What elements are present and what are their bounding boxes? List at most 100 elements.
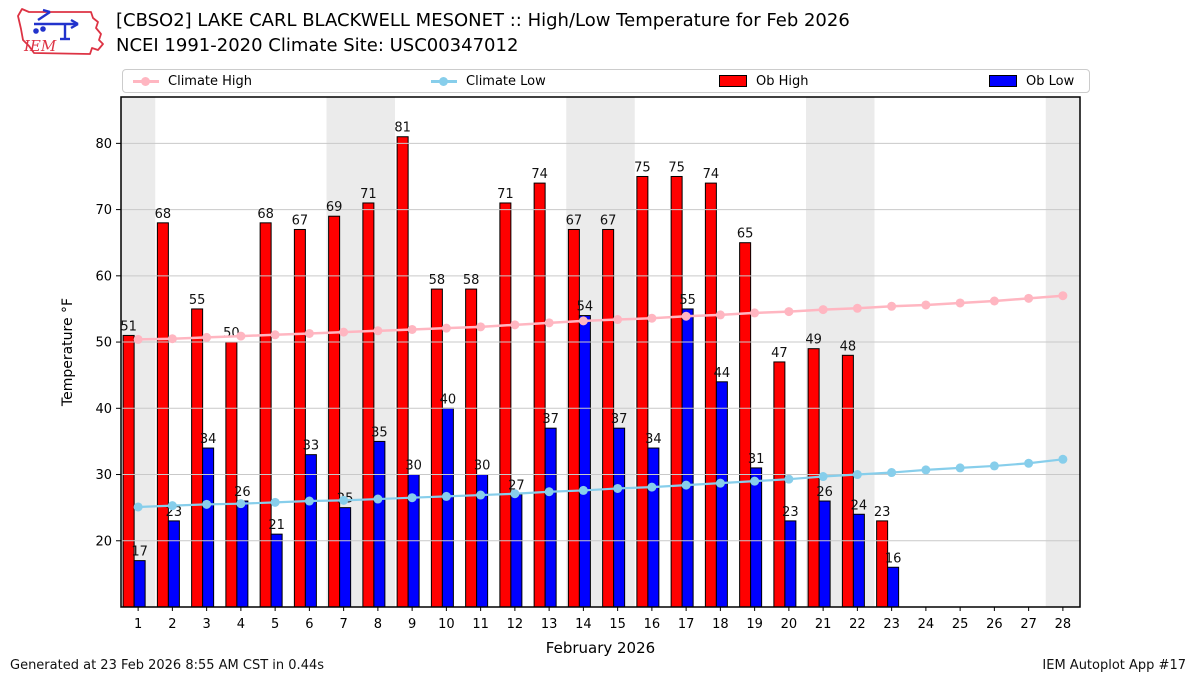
x-tick-label: 18	[712, 617, 729, 632]
x-tick-label: 11	[472, 617, 489, 632]
ob-low-label: 37	[542, 412, 559, 427]
ob-high-bar	[465, 288, 478, 608]
ob-low-label: 54	[577, 300, 594, 315]
climate-low-marker	[681, 480, 691, 490]
plot-border	[120, 96, 1081, 608]
climate-low-marker	[750, 476, 760, 486]
ob-low-label: 44	[714, 366, 731, 381]
ob-high-label: 71	[497, 187, 514, 202]
climate-low-marker	[818, 472, 828, 482]
climate-low-marker	[852, 470, 862, 480]
ob-high-bar	[191, 308, 204, 608]
climate-high-marker	[852, 303, 862, 313]
y-tick-label: 50	[95, 336, 112, 351]
y-tick-label: 80	[95, 137, 112, 152]
climate-high-marker	[236, 331, 246, 341]
page-title: [CBSO2] LAKE CARL BLACKWELL MESONET :: H…	[116, 10, 850, 31]
ob-low-label: 23	[782, 505, 799, 520]
ob-high-bar	[670, 175, 683, 608]
ob-high-label: 49	[805, 333, 822, 348]
ob-high-label: 48	[840, 339, 857, 354]
climate-high-marker	[921, 300, 931, 310]
ob-high-bar	[259, 222, 272, 608]
climate-low-marker	[476, 490, 486, 500]
climate-high-marker	[407, 324, 417, 334]
x-tick-label: 14	[575, 617, 592, 632]
ob-low-bar	[750, 467, 763, 608]
climate-high-marker	[1058, 291, 1068, 301]
gridlines	[121, 142, 1080, 542]
ob-high-swatch-icon	[719, 75, 747, 87]
ob-high-bar	[430, 288, 443, 608]
weekend-band	[1045, 97, 1080, 607]
bar-value-labels: 5117682355345026682167336925713581305840…	[120, 121, 901, 567]
ob-high-label: 74	[703, 167, 720, 182]
ob-high-label: 67	[600, 213, 617, 228]
climate-low-marker	[167, 501, 177, 511]
ob-low-label: 26	[816, 485, 833, 500]
climate-high-marker	[989, 296, 999, 306]
ob-high-label: 75	[634, 160, 651, 175]
climate-low-marker	[202, 499, 212, 509]
x-tick-label: 20	[781, 617, 798, 632]
x-tick-label: 6	[305, 617, 313, 632]
ob-low-label: 40	[440, 392, 457, 407]
x-tick-label: 27	[1020, 617, 1037, 632]
climate-high-marker	[441, 323, 451, 333]
climate-low-marker	[373, 494, 383, 504]
legend: Climate High Climate Low Ob High Ob Low	[122, 69, 1090, 93]
ob-high-label: 71	[360, 187, 377, 202]
y-axis-title: Temperature °F	[60, 298, 76, 407]
x-tick-label: 1	[134, 617, 142, 632]
climate-high-marker	[613, 315, 623, 325]
ob-high-label: 65	[737, 227, 754, 242]
climate-low-marker	[441, 491, 451, 501]
legend-label: Ob Low	[1026, 73, 1075, 89]
ob-high-bar	[156, 222, 169, 608]
x-tick-label: 28	[1055, 617, 1072, 632]
ob-low-label: 33	[303, 439, 320, 454]
ob-high-label: 81	[394, 121, 411, 136]
ob-high-bar	[362, 202, 375, 608]
ob-low-label: 26	[234, 485, 251, 500]
ob-low-bar	[784, 520, 797, 608]
climate-low-marker	[989, 461, 999, 471]
x-tick-label: 10	[438, 617, 455, 632]
climate-high-marker	[373, 326, 383, 336]
ob-low-bar	[715, 381, 728, 608]
climate-high-marker	[750, 308, 760, 318]
x-tick-label: 25	[952, 617, 969, 632]
climate-high-marker	[715, 310, 725, 320]
ob-low-label: 27	[508, 478, 525, 493]
x-tick-label: 4	[237, 617, 245, 632]
ob-high-label: 58	[463, 273, 480, 288]
ob-low-bar	[852, 513, 865, 608]
ob-high-bar	[567, 228, 580, 608]
x-tick-label: 21	[815, 617, 832, 632]
ob-low-bar	[510, 493, 523, 608]
y-tick-label: 60	[95, 269, 112, 284]
ob-low-label: 34	[645, 432, 662, 447]
climate-low-marker	[647, 482, 657, 492]
ob-low-bars	[133, 308, 900, 608]
x-tick-label: 16	[644, 617, 661, 632]
y-tick-label: 70	[95, 203, 112, 218]
climate-high-marker	[270, 330, 280, 340]
climate-high-marker	[681, 311, 691, 321]
app-credit: IEM Autoplot App #17	[1042, 658, 1186, 673]
ob-low-bar	[544, 427, 557, 608]
ob-low-bar	[270, 533, 283, 608]
ob-low-bar	[441, 407, 454, 608]
climate-high-marker	[887, 301, 897, 311]
y-axis: 20 30 40 50 60 70 80 Temperature °F	[60, 137, 121, 549]
ob-high-label: 23	[874, 505, 891, 520]
legend-label: Climate Low	[466, 73, 546, 89]
ob-high-bar	[533, 182, 546, 608]
x-axis: 1 2 3 4 5 6 7 8 9 10 11 12 13 14 15 16 17 18 19 20 21 22 23 24 2…	[134, 607, 1071, 657]
legend-label: Ob High	[756, 73, 809, 89]
ob-high-label: 47	[771, 346, 788, 361]
ob-low-bar	[133, 560, 146, 608]
ob-high-bar	[739, 242, 752, 608]
ob-low-label: 55	[679, 293, 696, 308]
